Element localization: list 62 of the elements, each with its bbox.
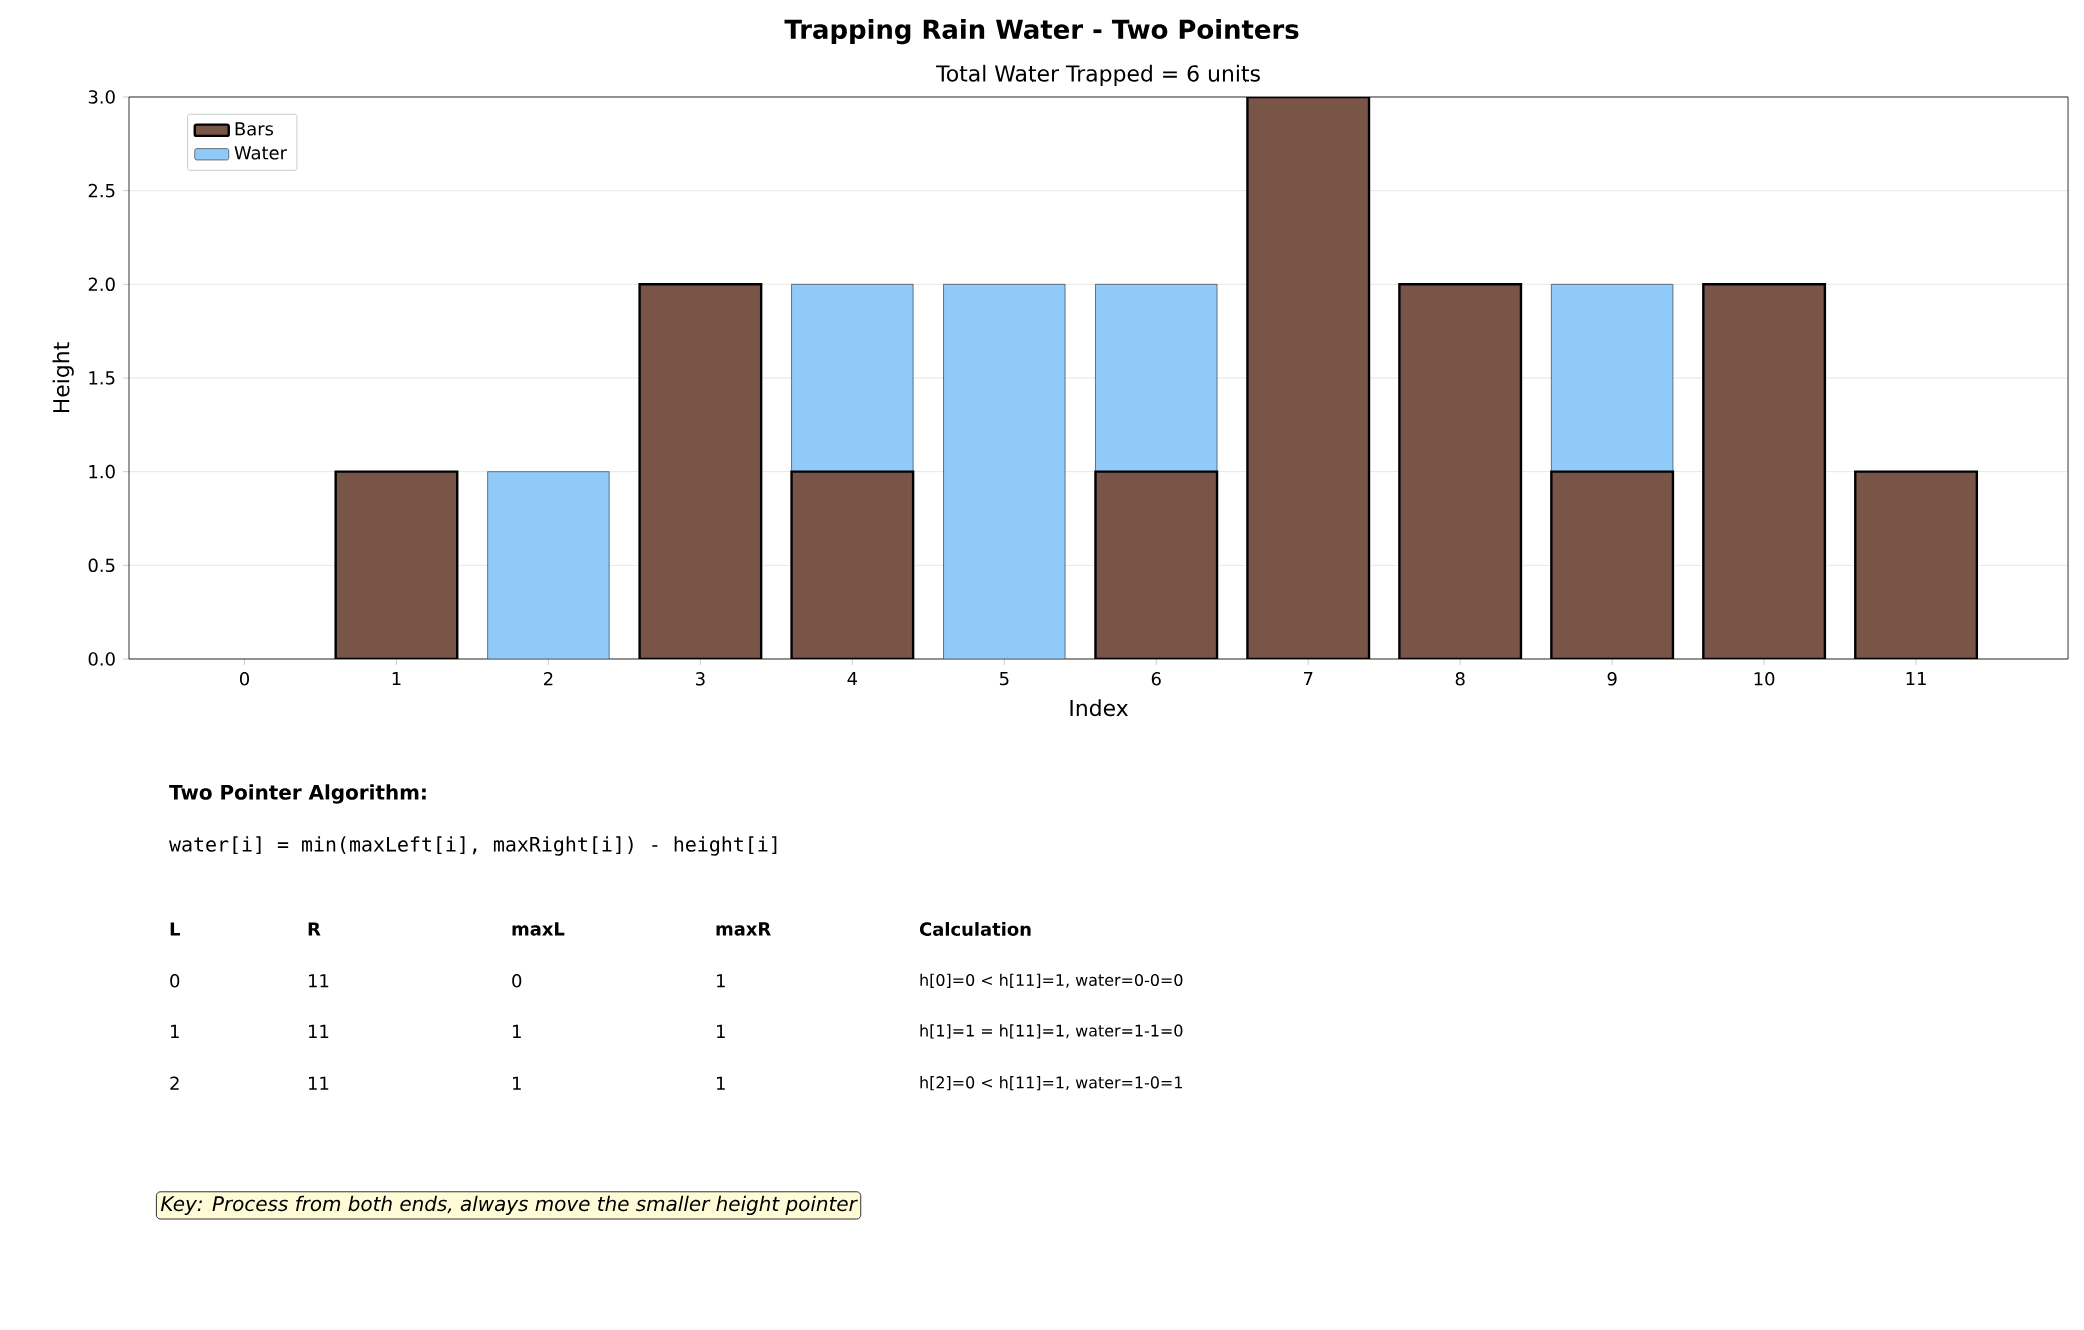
text: 1 — [717, 1076, 725, 1090]
legend-label: Water — [234, 146, 287, 160]
bar — [1854, 470, 1979, 659]
x-axis-title: Index — [1070, 699, 1128, 717]
bar — [943, 283, 1066, 659]
x-tick-label: 0 — [239, 672, 249, 686]
x-tick-label: 6 — [1151, 672, 1161, 686]
text: 11 — [309, 974, 329, 988]
bar — [791, 283, 914, 473]
x-tick-label: 10 — [1754, 672, 1775, 686]
legend-label: Bars — [235, 122, 274, 136]
x-tick-label: 9 — [1607, 672, 1617, 686]
text: Key: Process from both ends, always move the smaller height pointer — [160, 1195, 858, 1216]
x-tick-label: 3 — [696, 672, 705, 686]
bar — [1095, 471, 1218, 659]
bar — [1703, 284, 1825, 659]
text: 2 — [170, 1076, 179, 1090]
x-tick-label: 1 — [392, 672, 401, 686]
y-axis-title: Height — [52, 342, 74, 413]
text: 1 — [717, 1024, 725, 1038]
chart-subtitle: Total Water Trapped = 6 units — [936, 64, 1260, 86]
y-tick-label: 0.5 — [88, 558, 115, 573]
bar — [1095, 283, 1218, 473]
y-tick-label: 1.0 — [89, 464, 115, 479]
y-tick-label: 0.0 — [88, 652, 115, 666]
bar — [487, 471, 610, 659]
bar — [334, 470, 459, 659]
text: Calculation — [919, 922, 1031, 936]
bar — [1551, 471, 1673, 659]
y-tick-label: 1.5 — [89, 371, 115, 385]
text: h[2]=0 < h[11]=1, water=1-0=1 — [920, 1076, 1182, 1091]
x-tick-label: 8 — [1455, 672, 1465, 686]
text: h[1]=1 = h[11]=1, water=1-1=0 — [920, 1024, 1183, 1039]
y-tick-label: 2.5 — [88, 183, 115, 198]
text: h[0]=0 < h[11]=1, water=0-0=0 — [920, 973, 1183, 988]
text: L — [170, 922, 180, 936]
bar — [1551, 283, 1674, 473]
text: 1 — [171, 1024, 179, 1038]
chart-title: Trapping Rain Water - Two Pointers — [784, 19, 1299, 45]
text: 11 — [309, 1024, 329, 1038]
bar — [790, 470, 915, 659]
text: Two Pointer Algorithm: — [169, 784, 426, 804]
bar — [1247, 96, 1370, 659]
x-tick-label: 5 — [999, 672, 1009, 686]
x-tick-label: 11 — [1906, 672, 1926, 686]
text: 1 — [513, 1024, 521, 1038]
y-tick-label: 2.0 — [88, 277, 115, 292]
bar — [1399, 284, 1521, 659]
text: 1 — [717, 974, 725, 988]
text: 0 — [170, 974, 180, 988]
x-tick-label: 2 — [544, 672, 553, 686]
text: 11 — [309, 1076, 329, 1090]
x-tick-label: 7 — [1303, 672, 1313, 686]
x-tick-label: 4 — [847, 672, 858, 686]
text: R — [308, 922, 321, 936]
text: water[i] = min(maxLeft[i], maxRight[i]) - height[i] — [169, 836, 777, 856]
text: 0 — [512, 974, 522, 988]
text: 1 — [513, 1076, 521, 1090]
bar — [638, 283, 763, 659]
y-tick-label: 3.0 — [88, 90, 115, 104]
text: maxL — [512, 922, 565, 936]
text: maxR — [716, 922, 771, 936]
